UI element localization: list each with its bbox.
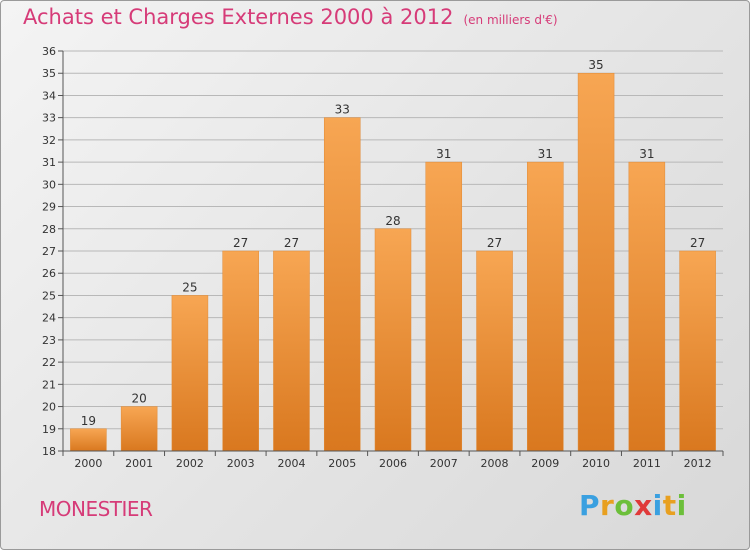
value-label-2010: 35 [588,58,603,72]
x-tick-label-2005: 2005 [328,457,356,470]
y-tick-label: 24 [42,312,56,325]
y-tick-label: 35 [42,67,56,80]
x-tick-label-2007: 2007 [430,457,458,470]
x-tick-label-2008: 2008 [481,457,509,470]
x-tick-label-2000: 2000 [74,457,102,470]
value-label-2012: 27 [690,236,705,250]
bar-2010 [577,72,615,452]
value-label-2009: 31 [538,147,553,161]
x-tick-label-2003: 2003 [227,457,255,470]
value-label-2008: 27 [487,236,502,250]
x-tick-label-2010: 2010 [582,457,610,470]
y-tick-label: 18 [42,445,56,458]
brand-letter: i [676,489,687,522]
y-tick-label: 34 [42,89,56,102]
bar-2007 [425,161,463,452]
y-tick-label: 20 [42,401,56,414]
y-tick-label: 26 [42,267,56,280]
value-label-2003: 27 [233,236,248,250]
brand-letter: i [652,489,663,522]
bar-2009 [527,161,564,452]
value-labels: 19 20 25 27 27 33 28 31 27 31 35 31 27 [81,58,706,428]
brand-letter: P [579,489,601,522]
value-label-2007: 31 [436,147,451,161]
bar-2011 [628,161,666,452]
y-tick-label: 21 [42,378,56,391]
x-tick-label-2012: 2012 [684,457,712,470]
bar-2003 [222,250,259,452]
chart-subtitle: (en milliers d'€) [463,13,558,27]
y-tick-label: 36 [42,45,56,58]
bar-2004 [273,250,310,452]
bar-2001 [120,406,158,452]
y-tick-label: 33 [42,112,56,125]
brand-letter: o [614,489,635,522]
brand-letter: t [662,489,677,522]
y-axis-ticks: 18 19 20 21 22 23 24 25 26 27 28 29 30 31 32 33 34 35 36 [42,45,63,458]
chart-header: Achats et Charges Externes 2000 à 2012 (e… [23,5,558,29]
chart-title: Achats et Charges Externes 2000 à 2012 [23,5,454,29]
y-tick-label: 30 [42,178,56,191]
y-tick-label: 23 [42,334,56,347]
bar-2006 [374,228,412,452]
y-tick-label: 32 [42,134,56,147]
value-label-2006: 28 [385,214,400,228]
brand-logo[interactable]: Proxiti [579,489,687,522]
x-tick-label-2006: 2006 [379,457,407,470]
value-label-2000: 19 [81,414,96,428]
bar-2012 [679,250,716,452]
value-label-2002: 25 [182,280,197,294]
x-tick-label-2011: 2011 [633,457,661,470]
x-tick-label-2001: 2001 [125,457,153,470]
x-axis-ticks: 2000 2001 2002 2003 2004 2005 2006 2007 2008 2009… [62,451,724,470]
x-tick-label-2009: 2009 [531,457,559,470]
bar-2002 [171,295,209,452]
value-label-2011: 31 [639,147,654,161]
y-tick-label: 19 [42,423,56,436]
x-tick-label-2004: 2004 [277,457,305,470]
y-tick-label: 27 [42,245,56,258]
y-tick-label: 28 [42,223,56,236]
y-tick-label: 29 [42,201,56,214]
bar-2008 [476,250,513,452]
bar-2005 [323,117,361,452]
y-tick-label: 22 [42,356,56,369]
place-name: MONESTIER [39,497,153,521]
value-label-2005: 33 [335,103,350,117]
y-tick-label: 31 [42,156,56,169]
value-label-2004: 27 [284,236,299,250]
y-tick-label: 25 [42,289,56,302]
x-tick-label-2002: 2002 [176,457,204,470]
brand-letter: x [634,489,653,522]
bars [70,72,716,452]
bar-2000 [70,428,107,452]
brand-letter: r [600,489,615,522]
value-label-2001: 20 [132,392,147,406]
